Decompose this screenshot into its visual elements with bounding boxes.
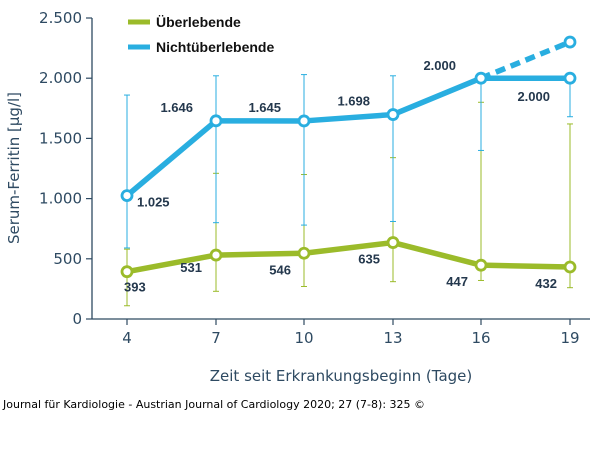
y-tick-label: 2.500 xyxy=(39,9,82,27)
y-tick-label: 1.500 xyxy=(39,129,82,147)
data-point-extension xyxy=(563,35,577,49)
y-tick-label: 2.000 xyxy=(39,69,82,87)
x-tick-label: 4 xyxy=(122,329,132,347)
source-note: Journal für Kardiologie - Austrian Journ… xyxy=(3,398,426,411)
x-tick-label: 10 xyxy=(294,329,313,347)
y-tick-label: 500 xyxy=(53,250,82,268)
y-tick-label: 0 xyxy=(72,310,82,328)
legend-label-ueberlebende: Überlebende xyxy=(156,14,241,30)
x-tick-label: 13 xyxy=(383,329,402,347)
data-label-nichtueberlebende: 2.000 xyxy=(423,58,456,73)
data-label-ueberlebende: 635 xyxy=(358,252,380,267)
chart: 0 500 1.000 1.500 2.000 2.500 4 7 10 13 16 19 Zeit s… xyxy=(5,9,590,385)
data-label-ueberlebende: 531 xyxy=(180,260,202,275)
series-line-extension-dashed xyxy=(479,39,572,81)
data-point-nichtueberlebende xyxy=(474,71,488,85)
data-point-nichtueberlebende xyxy=(386,108,400,121)
data-point-nichtueberlebende xyxy=(120,189,134,202)
legend-label-nichtueberlebende: Nichtüberlebende xyxy=(156,39,274,55)
data-label-nichtueberlebende: 1.645 xyxy=(248,100,281,115)
data-point-nichtueberlebende xyxy=(563,71,577,85)
data-label-ueberlebende: 393 xyxy=(124,280,146,295)
x-tick-label: 7 xyxy=(211,329,221,347)
data-point-ueberlebende xyxy=(209,248,223,262)
x-tick-label: 19 xyxy=(560,329,579,347)
data-label-nichtueberlebende: 1.025 xyxy=(137,195,170,210)
data-point-nichtueberlebende xyxy=(209,114,223,128)
data-point-ueberlebende xyxy=(120,265,134,279)
data-label-nichtueberlebende: 1.698 xyxy=(337,94,370,109)
data-label-ueberlebende: 432 xyxy=(535,276,557,291)
series-line-ueberlebende xyxy=(126,239,571,275)
data-point-ueberlebende xyxy=(386,236,400,249)
data-label-ueberlebende: 546 xyxy=(269,262,291,277)
series-line-nichtueberlebende xyxy=(125,75,570,198)
data-point-ueberlebende xyxy=(297,246,311,260)
data-label-ueberlebende: 447 xyxy=(446,274,468,289)
y-tick-label: 1.000 xyxy=(39,190,82,208)
y-axis-title: Serum-Ferritin [µg/l] xyxy=(5,92,23,244)
data-label-nichtueberlebende: 2.000 xyxy=(517,89,550,104)
x-tick-label: 16 xyxy=(471,329,490,347)
data-label-nichtueberlebende: 1.646 xyxy=(160,100,193,115)
data-point-ueberlebende xyxy=(563,260,577,274)
x-axis-title: Zeit seit Erkrankungsbeginn (Tage) xyxy=(210,367,473,385)
data-point-nichtueberlebende xyxy=(297,114,311,128)
data-point-ueberlebende xyxy=(474,258,488,272)
